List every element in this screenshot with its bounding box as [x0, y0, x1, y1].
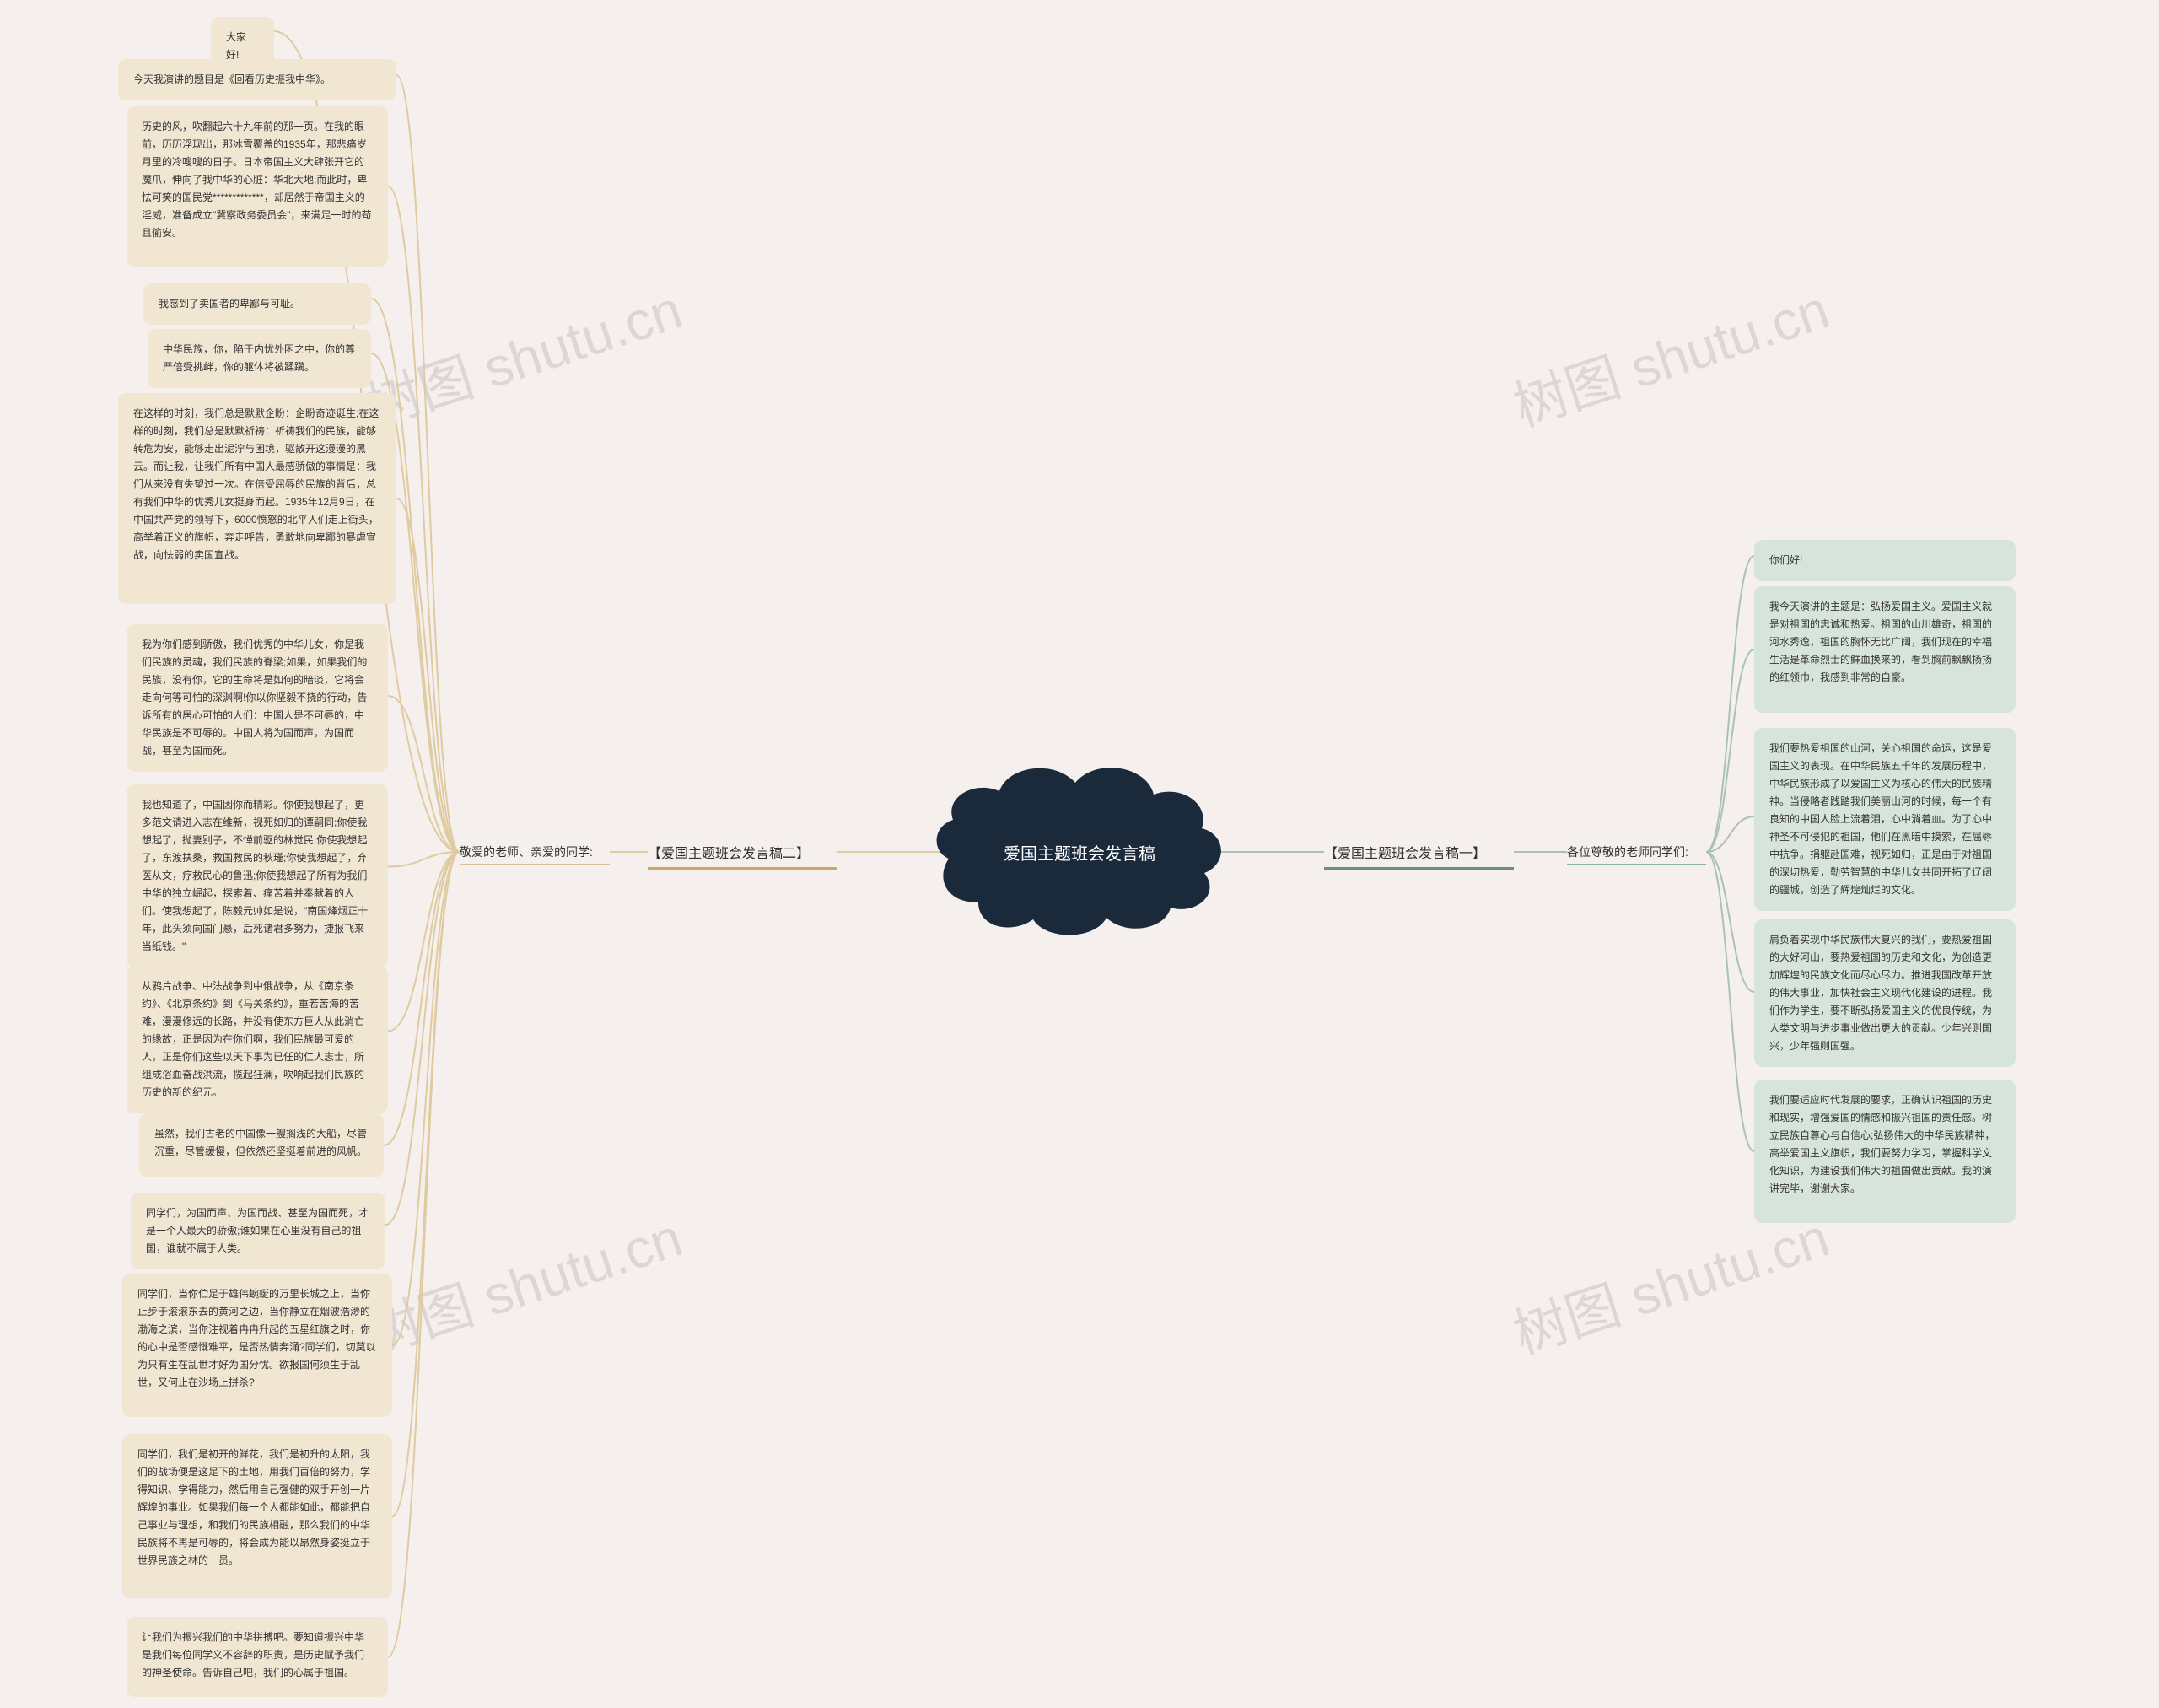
leaf-right-3: 肩负着实现中华民族伟大复兴的我们，要热爱祖国的大好河山，要热爱祖国的历史和文化，…: [1754, 919, 2016, 1067]
leaf-right-0: 你们好!: [1754, 540, 2016, 581]
leaf-left-2: 历史的风，吹翻起六十九年前的那一页。在我的眼前，历历浮现出，那冰雪覆盖的1935…: [127, 106, 388, 267]
leaf-right-1: 我今天演讲的主题是：弘扬爱国主义。爱国主义就是对祖国的忠诚和热爱。祖国的山川雄奇…: [1754, 586, 2016, 713]
branch-right-level2: 各位尊敬的老师同学们:: [1567, 843, 1706, 865]
leaf-left-6: 我为你们感到骄傲，我们优秀的中华儿女，你是我们民族的灵魂，我们民族的脊梁;如果，…: [127, 624, 388, 772]
leaf-left-3: 我感到了卖国者的卑鄙与可耻。: [143, 283, 371, 325]
leaf-left-7: 我也知道了，中国因你而精彩。你使我想起了，更多范文请进入志在维新，视死如归的谭嗣…: [127, 784, 388, 967]
leaf-left-1: 今天我演讲的题目是《回看历史振我中华》。: [118, 59, 396, 100]
leaf-left-10: 同学们，为国而声、为国而战、甚至为国而死，才是一个人最大的骄傲;谁如果在心里没有…: [131, 1193, 385, 1269]
leaf-left-12: 同学们，我们是初开的鲜花，我们是初升的太阳，我们的战场便是这足下的土地，用我们百…: [122, 1434, 392, 1598]
center-node: 爱国主题班会发言稿: [928, 751, 1231, 953]
leaf-left-13: 让我们为振兴我们的中华拼搏吧。要知道振兴中华是我们每位同学义不容辞的职责，是历史…: [127, 1617, 388, 1697]
leaf-left-8: 从鸦片战争、中法战争到中俄战争，从《南京条约》、《北京条约》到《马关条约》，重若…: [127, 966, 388, 1113]
leaf-left-5: 在这样的时刻，我们总是默默企盼：企盼奇迹诞生;在这样的时刻，我们总是默默祈祷：祈…: [118, 393, 396, 604]
center-title: 爱国主题班会发言稿: [1004, 840, 1155, 865]
leaf-left-11: 同学们，当你伫足于雄伟蜿蜒的万里长城之上，当你止步于滚滚东去的黄河之边，当你静立…: [122, 1274, 392, 1417]
branch-left-label: 【爱国主题班会发言稿二】: [648, 842, 837, 870]
branch-left-level2: 敬爱的老师、亲爱的同学:: [460, 843, 610, 865]
branch-right-label: 【爱国主题班会发言稿一】: [1324, 842, 1514, 870]
leaf-left-9: 虽然，我们古老的中国像一艘搁浅的大船，尽管沉重，尽管缓慢，但依然还坚挺着前进的风…: [139, 1113, 384, 1177]
leaf-right-4: 我们要适应时代发展的要求，正确认识祖国的历史和现实，增强爱国的情感和振兴祖国的责…: [1754, 1080, 2016, 1223]
leaf-left-4: 中华民族，你，陷于内忧外困之中，你的尊严倍受挑衅，你的躯体将被蹂躏。: [148, 329, 371, 388]
leaf-right-2: 我们要热爱祖国的山河，关心祖国的命运，这是爱国主义的表现。在中华民族五千年的发展…: [1754, 728, 2016, 911]
